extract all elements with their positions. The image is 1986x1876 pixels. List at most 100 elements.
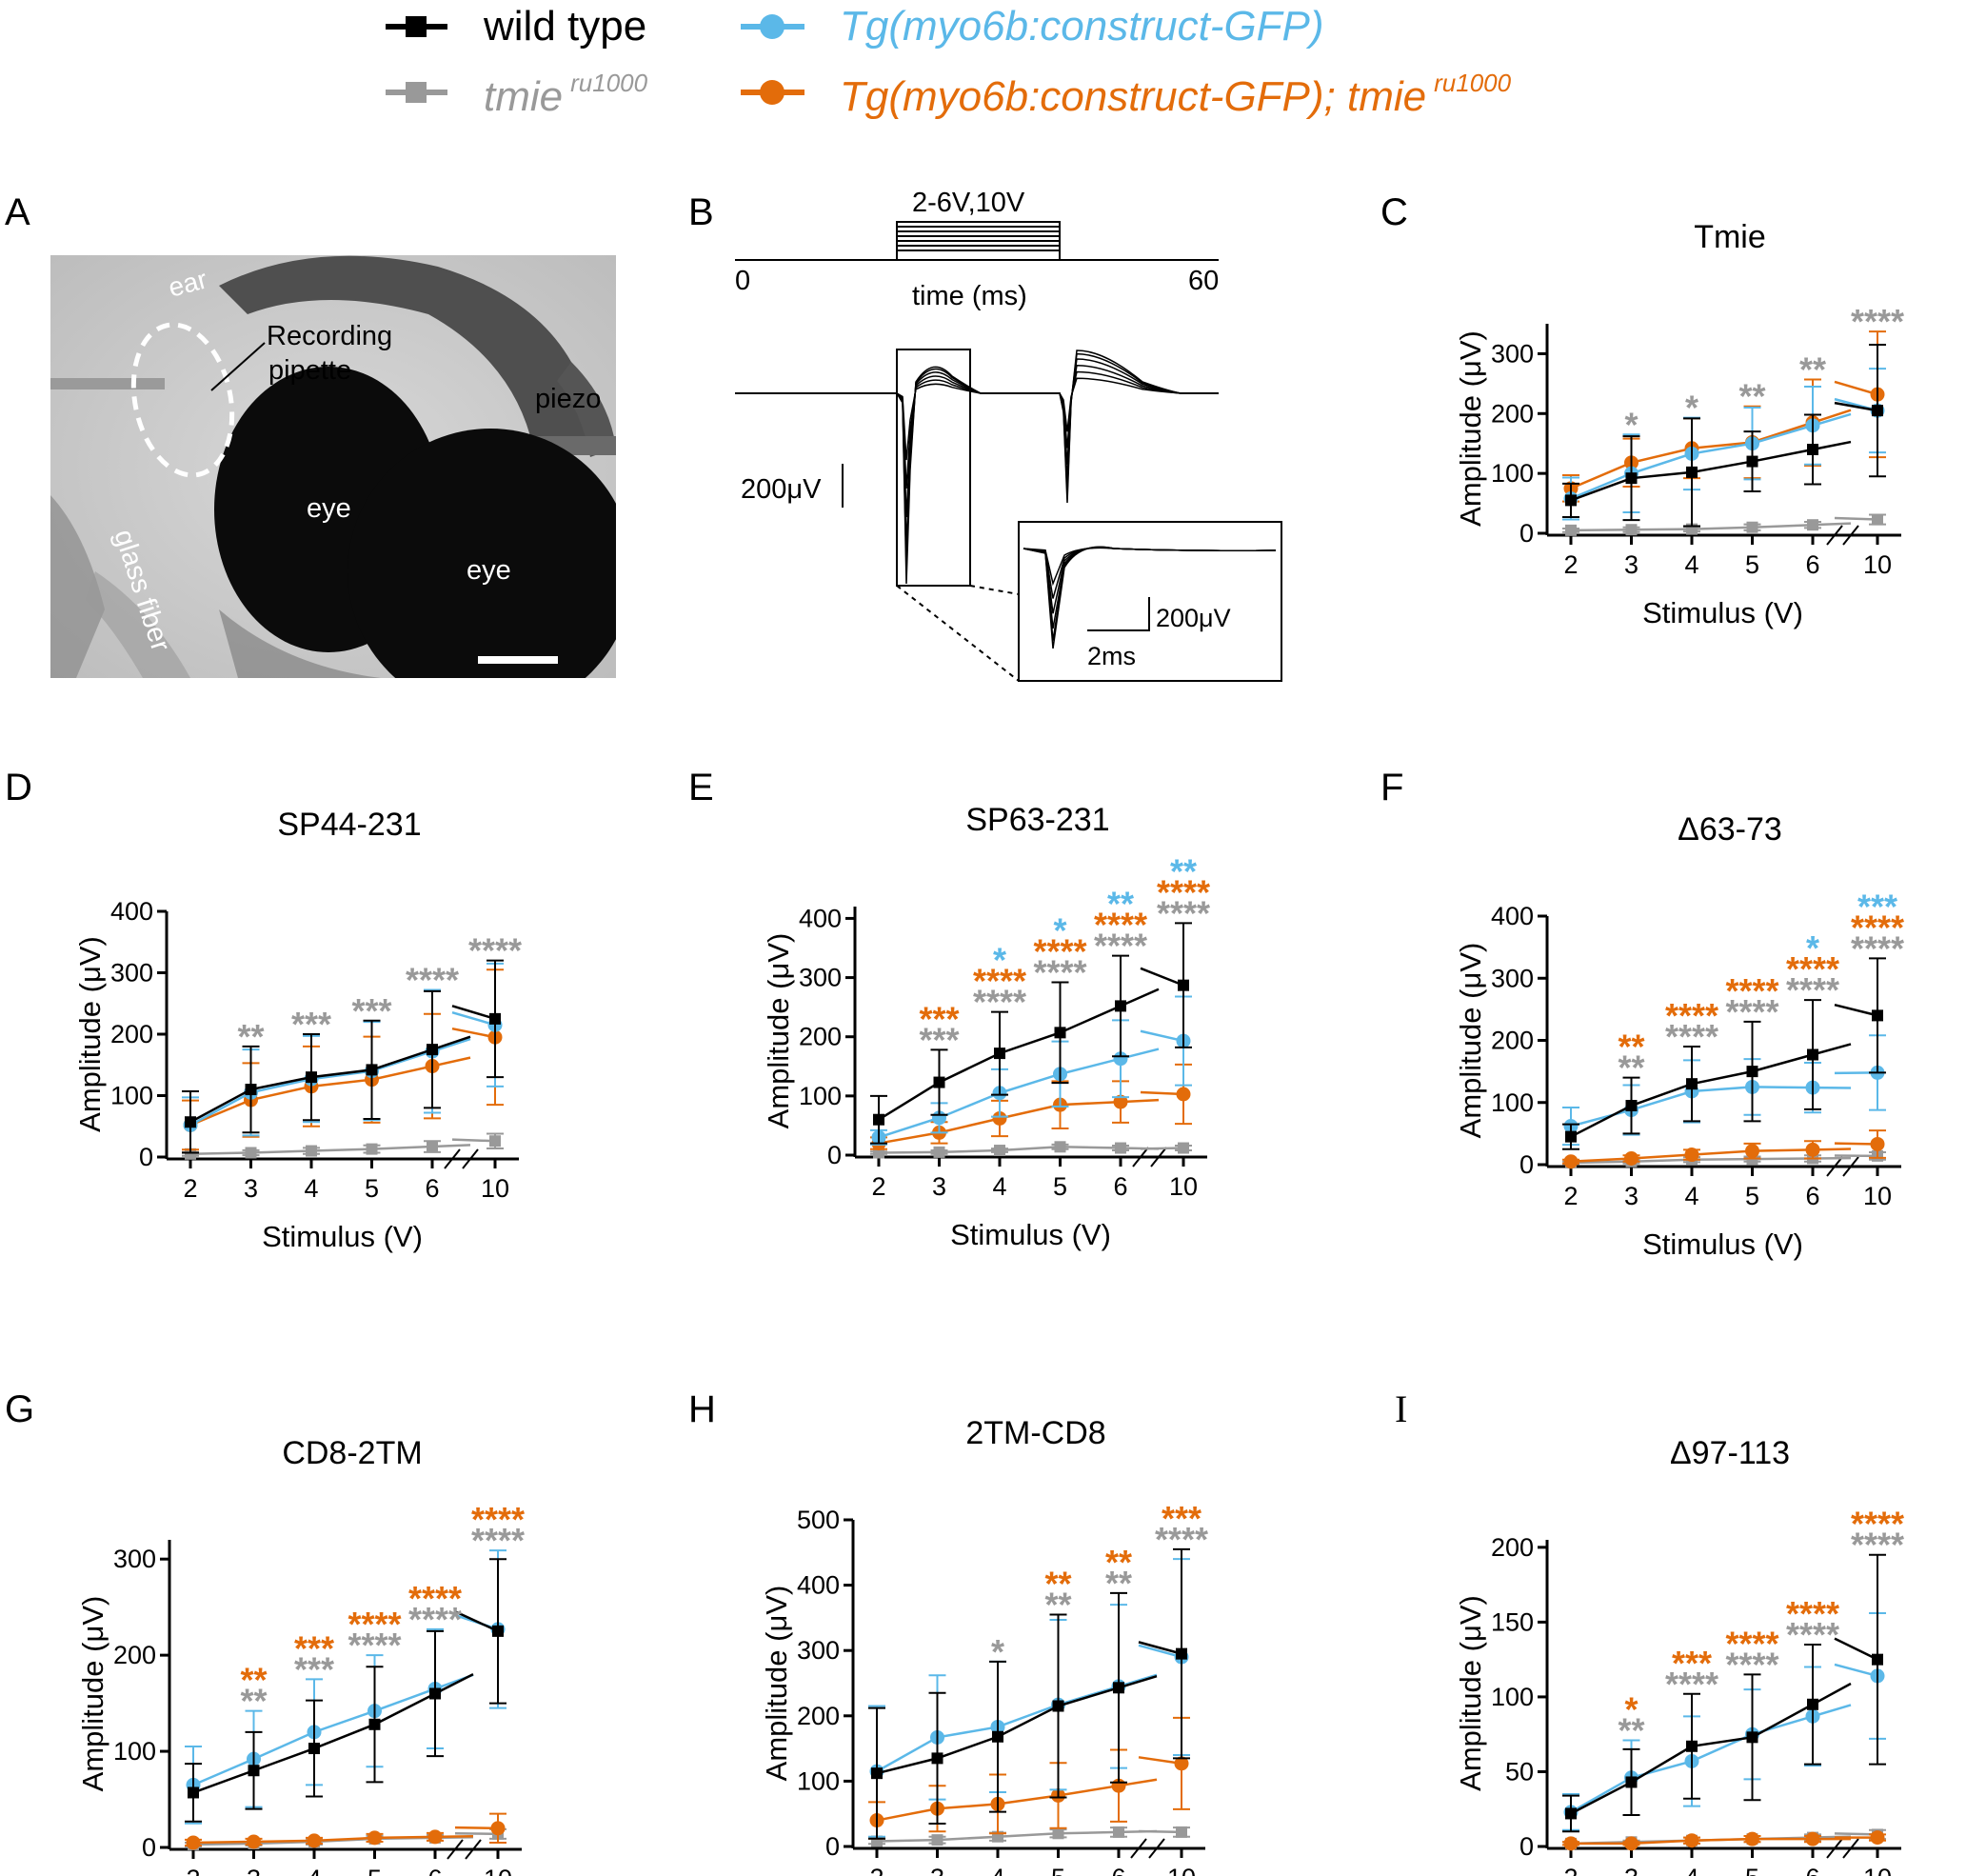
- micrograph: ear Recording pipette piezo eye eye glas…: [50, 255, 616, 678]
- label-eye: eye: [307, 493, 351, 524]
- panel-letter: C: [1380, 191, 1408, 233]
- inset-scale-v: 200μV: [1156, 604, 1231, 632]
- series-wt: [1562, 344, 1886, 528]
- data-point: [185, 1148, 196, 1160]
- significance-stars: *: [1624, 1689, 1638, 1728]
- x-tick-label: 3: [247, 1865, 261, 1876]
- series-wt: [870, 922, 1192, 1145]
- series-line-segment: [1834, 1663, 1878, 1678]
- axis-break: [1842, 525, 1859, 546]
- legend-item-wild-type: wild type: [386, 3, 646, 50]
- x-tick-label: 5: [1053, 1172, 1067, 1201]
- data-point: [1113, 1826, 1124, 1838]
- x-tick-label: 10: [484, 1865, 512, 1876]
- data-point: [1052, 1700, 1064, 1712]
- series-tmie: [870, 1141, 1192, 1159]
- x-tick-label: 5: [1745, 1864, 1759, 1876]
- data-point: [368, 1718, 381, 1730]
- significance-stars: ****: [1786, 1594, 1839, 1633]
- x-axis-label: Stimulus (V): [1642, 596, 1803, 629]
- x-tick-label: 3: [930, 1864, 944, 1876]
- legend-label: tmie ru1000: [484, 69, 648, 120]
- data-point: [1805, 1142, 1820, 1157]
- x-tick-label: 5: [367, 1865, 382, 1876]
- x-tick-label: 6: [427, 1865, 442, 1876]
- y-tick-label: 150: [1491, 1607, 1534, 1636]
- significance-stars: ****: [468, 931, 522, 970]
- y-tick-label: 200: [113, 1641, 156, 1669]
- axis-break: [1842, 1156, 1859, 1177]
- x-tick-label: 4: [1684, 1182, 1698, 1210]
- y-tick-label: 400: [797, 1571, 840, 1600]
- data-point: [1563, 1154, 1579, 1169]
- chart-panel-h: H 2TM-CD8 0 100 200 300 400 500 Amplitude (μV) 2 3…: [688, 1388, 1208, 1876]
- data-point: [248, 1765, 260, 1777]
- data-point: [366, 1143, 378, 1155]
- series-wt: [1562, 957, 1886, 1150]
- significance-stars: ***: [294, 1649, 334, 1688]
- axis-break: [1150, 1147, 1167, 1168]
- panel-letter: F: [1380, 767, 1403, 808]
- significance-stars: ***: [291, 1005, 331, 1044]
- y-tick-label: 100: [797, 1766, 840, 1795]
- inset-scale-t: 2ms: [1087, 642, 1136, 670]
- data-point: [186, 1835, 201, 1850]
- significance-stars: **: [1618, 1048, 1644, 1088]
- significance-stars: *: [1624, 405, 1638, 444]
- x-tick-label: 3: [1624, 1182, 1638, 1210]
- series-tg: [868, 1558, 1190, 1838]
- data-point: [1176, 1647, 1187, 1660]
- y-tick-label: 400: [110, 897, 153, 926]
- significance-stars: *: [993, 941, 1006, 980]
- significance-stars: **: [1105, 1564, 1132, 1603]
- data-point: [1565, 524, 1577, 536]
- series-line: [189, 1035, 471, 1124]
- data-point: [931, 1752, 943, 1765]
- chart-title: Δ63-73: [1678, 811, 1782, 848]
- significance-stars: ****: [348, 1626, 401, 1665]
- data-point: [1625, 472, 1638, 485]
- data-point: [427, 1829, 443, 1845]
- significance-stars: ****: [1094, 927, 1147, 966]
- data-point: [873, 1113, 884, 1126]
- x-tick-label: 6: [1111, 1864, 1125, 1876]
- series-line: [1570, 1043, 1852, 1138]
- x-tick-label: 10: [1169, 1172, 1198, 1201]
- data-point: [933, 1076, 945, 1088]
- y-tick-label: 50: [1505, 1757, 1534, 1786]
- panel-letter: G: [5, 1388, 34, 1430]
- x-tick-label: 6: [1113, 1172, 1127, 1201]
- panel-letter: B: [688, 191, 714, 233]
- data-point: [307, 1833, 322, 1848]
- significance-stars: ****: [471, 1500, 525, 1539]
- significance-stars: ****: [1665, 996, 1718, 1035]
- significance-stars: **: [1618, 1710, 1644, 1749]
- significance-stars: ****: [1725, 1624, 1778, 1663]
- data-point: [1684, 1148, 1699, 1163]
- series-wt: [1562, 1553, 1886, 1833]
- chart-panel-i: I Δ97-113 0 50 100 150 200 Amplitude (μV) 2 3 4 5 6 1…: [1395, 1387, 1904, 1876]
- series-line: [878, 1146, 1160, 1154]
- y-tick-label: 300: [110, 959, 153, 988]
- significance-stars: ***: [919, 999, 959, 1038]
- axis-break: [1826, 525, 1843, 546]
- x-tick-label: 2: [1563, 550, 1578, 579]
- series-tmie: [182, 1132, 504, 1160]
- y-tick-label: 0: [1519, 1832, 1534, 1861]
- chart-title: Tmie: [1694, 219, 1766, 255]
- series-line-segment: [454, 1831, 499, 1836]
- series-line-segment: [1140, 1090, 1184, 1096]
- data-point: [429, 1687, 441, 1700]
- x-tick-label: 3: [1624, 550, 1638, 579]
- chart-title: CD8-2TM: [282, 1435, 422, 1471]
- panel-letter: E: [688, 767, 714, 808]
- ear-outline: [130, 322, 235, 478]
- x-tick-label: 2: [871, 1172, 885, 1201]
- y-axis-label: Amplitude (μV): [1454, 1595, 1487, 1791]
- significance-stars: ****: [1157, 893, 1210, 932]
- data-point: [1178, 979, 1189, 991]
- y-tick-label: 200: [110, 1020, 153, 1048]
- inset-scale-bar: [1087, 597, 1150, 631]
